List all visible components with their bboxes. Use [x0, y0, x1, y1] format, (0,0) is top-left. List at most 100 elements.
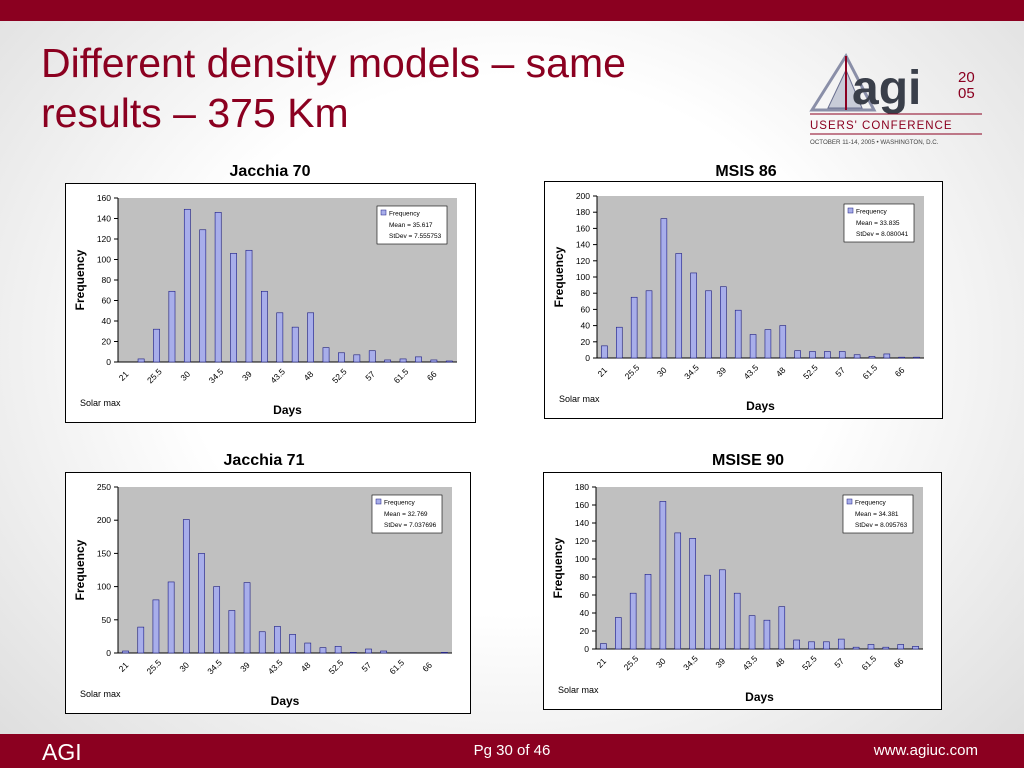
y-axis-title: Frequency	[73, 249, 87, 310]
histogram-bar	[213, 586, 221, 654]
x-tick-label: 30	[178, 369, 192, 383]
y-tick-label: 160	[97, 193, 111, 203]
top-accent-bar	[0, 0, 1024, 21]
legend-box	[376, 205, 448, 245]
x-tick-label: 30	[655, 365, 669, 379]
histogram-bar	[399, 358, 407, 363]
histogram-bar	[794, 350, 801, 359]
legend-swatch	[846, 498, 853, 505]
histogram-bar	[167, 581, 175, 654]
histogram-bar	[368, 350, 376, 363]
legend-series-label: Frequency	[856, 209, 887, 216]
x-tick-label: 66	[893, 365, 907, 379]
histogram-bar	[199, 229, 207, 363]
chart-jacchia-71: 0 50 100 150 200 250 21 25.5 30 34.5 39 43.5 48 52.5 5…	[65, 472, 471, 714]
histogram-bar	[674, 532, 682, 650]
histogram-bar	[720, 286, 727, 359]
x-tick-label: 34.5	[682, 362, 701, 381]
x-tick-label: 25.5	[144, 657, 163, 676]
histogram-bar	[867, 644, 875, 650]
histogram-bar	[445, 360, 453, 363]
x-tick-label: 30	[177, 660, 191, 674]
y-tick-label: 60	[580, 590, 590, 600]
legend-mean: Mean = 35.617	[389, 222, 433, 229]
x-tick-label: 61.5	[859, 653, 878, 672]
histogram-bar	[307, 312, 314, 363]
legend-mean: Mean = 33.835	[856, 220, 900, 227]
chart-title-jacchia-71: Jacchia 71	[223, 452, 305, 469]
y-tick-label: 100	[97, 582, 111, 592]
x-tick-label: 57	[832, 656, 846, 670]
histogram-bar	[137, 358, 145, 363]
histogram-bar	[629, 592, 637, 650]
x-tick-label: 39	[714, 365, 728, 379]
y-tick-label: 80	[581, 288, 591, 298]
histogram-bar	[748, 615, 756, 650]
footer-bar: AGI Pg 30 of 46 www.agiuc.com	[0, 734, 1024, 768]
chart-title-jacchia-70: Jacchia 70	[229, 163, 311, 180]
y-tick-label: 40	[580, 608, 590, 618]
slide-title-line-2: results – 375 Km	[41, 90, 349, 136]
chart-jacchia-70: 0 20 40 60 80 100 120 140 160 21 25.5 30 34.5 39 43.5 4…	[65, 183, 476, 423]
legend-swatch	[847, 207, 854, 214]
histogram-bar	[645, 290, 653, 359]
histogram-bar	[380, 650, 388, 654]
x-tick-label: 57	[833, 365, 847, 379]
histogram-bar	[615, 617, 622, 650]
y-tick-label: 100	[576, 272, 590, 282]
histogram-bar	[441, 652, 448, 654]
y-tick-label: 160	[576, 223, 590, 233]
x-tick-label: 52.5	[327, 657, 346, 676]
y-tick-label: 80	[580, 572, 590, 582]
y-axis-title: Frequency	[552, 246, 566, 307]
x-tick-label: 52.5	[330, 366, 349, 385]
chart-title-msise-90: MSISE 90	[711, 452, 785, 469]
logo-tagline: USERS' CONFERENCE	[810, 120, 953, 132]
y-tick-label: 60	[102, 296, 112, 306]
chart-svg: 0 50 100 150 200 250 21 25.5 30 34.5 39 43.5 48 52.5 5…	[73, 482, 452, 708]
histogram-bar	[838, 351, 846, 359]
logo-triangle-icon	[809, 52, 877, 112]
y-tick-label: 180	[575, 482, 589, 492]
y-tick-label: 140	[97, 214, 111, 224]
histogram-bar	[837, 638, 845, 650]
x-tick-label: 61.5	[860, 362, 879, 381]
x-tick-label: 52.5	[800, 653, 819, 672]
x-tick-label: 66	[420, 660, 434, 674]
histogram-bar	[338, 352, 345, 363]
histogram-bar	[276, 312, 284, 363]
histogram-bar	[913, 356, 920, 359]
legend-box	[371, 494, 443, 534]
y-tick-label: 150	[97, 548, 111, 558]
x-tick-label: 48	[774, 365, 788, 379]
histogram-bar	[852, 646, 860, 650]
histogram-bar	[764, 329, 772, 359]
histogram-bar	[853, 354, 861, 359]
histogram-bar	[198, 553, 205, 654]
chart-note: Solar max	[80, 689, 121, 699]
x-tick-label: 21	[595, 365, 609, 379]
legend-series-label: Frequency	[855, 500, 886, 507]
y-axis-title: Frequency	[73, 539, 87, 600]
histogram-bar	[705, 290, 712, 359]
histogram-bar	[793, 639, 800, 650]
x-tick-label: 61.5	[392, 366, 411, 385]
histogram-bar	[430, 359, 438, 363]
y-tick-label: 100	[97, 255, 111, 265]
histogram-bar	[659, 501, 667, 650]
footer-website-link[interactable]: www.agiuc.com	[873, 742, 978, 759]
chart-svg: 0 20 40 60 80 100 120 140 160 180 21 25.5 30 34.5 39 43…	[551, 482, 923, 704]
y-tick-label: 20	[102, 337, 112, 347]
slide-title: Different density models – same results …	[41, 38, 741, 138]
x-tick-label: 48	[299, 660, 313, 674]
y-tick-label: 20	[581, 337, 591, 347]
histogram-bar	[733, 592, 741, 650]
logo-wordmark: agi	[852, 62, 921, 115]
y-tick-label: 120	[97, 234, 111, 244]
x-tick-label: 34.5	[205, 657, 224, 676]
histogram-bar	[616, 326, 623, 359]
histogram-bar	[415, 356, 422, 363]
logo-year-bottom: 05	[958, 85, 975, 102]
histogram-bar	[304, 642, 312, 654]
legend-stdev: StDev = 7.555753	[389, 233, 442, 240]
